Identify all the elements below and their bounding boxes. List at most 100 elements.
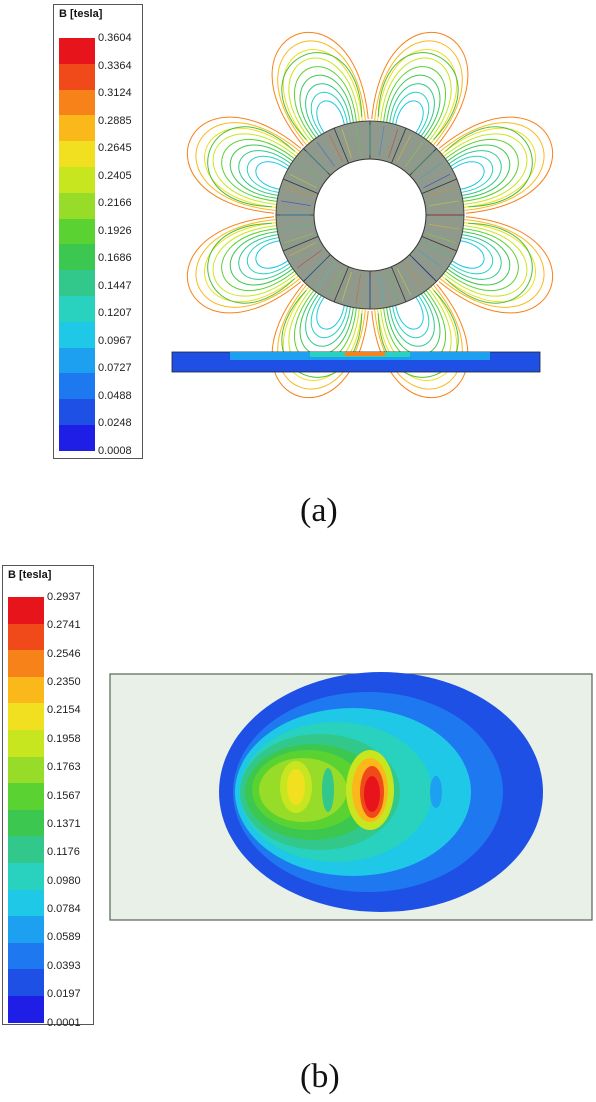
ring-field-line [281,224,311,230]
ring-field-line [426,186,456,197]
ring-field-line [429,200,459,206]
legend-swatch [8,889,44,917]
field-line [212,224,298,297]
ring-field-line [306,257,328,279]
legend-swatch [8,730,44,757]
legend-swatch [59,321,95,348]
legend-tick-label: 0.2741 [47,619,81,632]
field-line [282,286,363,381]
legend-tick-label: 0.0727 [98,362,132,375]
field-line [438,216,554,314]
field-line [195,219,301,308]
legend-tick-label: 0.1567 [47,789,81,802]
ring-field-line [306,151,328,173]
ring-field-line [284,233,314,244]
ring-field-line [388,271,399,301]
caption-b: (b) [300,1058,340,1095]
legend-tick-label: 0.2937 [47,591,81,603]
field-line [271,31,369,147]
field-line [444,144,511,200]
field-line [229,144,296,200]
legend-swatch [8,703,44,730]
ring-segment-line [421,178,457,194]
ring-segment-line [283,236,319,252]
field-line [255,161,292,191]
outer-field-line [377,52,459,140]
legend-swatch [59,244,95,271]
legend-swatch [8,650,44,677]
flux-density-contour-plot [109,672,593,921]
field-line [442,133,528,206]
field-line [186,116,302,214]
ring-field-line [296,249,322,269]
ring-field-line [328,268,344,296]
legend-swatch [8,916,44,943]
field-line [388,83,435,140]
legend-swatch [59,141,95,167]
ring-field-line [388,129,399,159]
legend-tick-label: 0.0008 [98,444,132,457]
legend-tick-label: 0.3124 [98,87,132,100]
field-line [377,286,458,381]
legend-swatch [59,399,95,425]
outer-field-line [281,52,363,140]
field-line [212,133,298,206]
field-line [305,83,352,140]
field-line [379,57,452,143]
field-line [294,66,358,142]
ring-field-line [316,141,336,167]
field-line [221,139,297,203]
ring-field-line [423,241,451,257]
field-line [282,49,363,144]
field-line [246,155,293,194]
outer-field-line [445,126,533,208]
legend-swatch [8,836,44,863]
field-line [443,139,519,203]
field-line [229,230,296,286]
field-line [385,74,441,141]
legend-swatch [8,783,44,810]
field-line [391,292,430,339]
legend-tick-label: 0.2166 [98,197,132,210]
ring-segment-line [333,266,349,302]
legend-swatch [59,296,95,322]
legend-swatch [59,270,95,296]
field-line [388,290,435,347]
legend-tick-label: 0.1926 [98,224,132,237]
field-line [441,222,536,303]
legend-tick-label: 0.1958 [47,732,81,745]
ring-field-line [328,134,344,162]
legend-swatch [59,38,95,64]
field-line [394,293,424,330]
field-line [444,230,511,286]
field-line [195,122,301,211]
ring-segment-line [391,128,407,164]
field-line [382,66,446,142]
legend-swatch [59,347,95,374]
ring-field-line [355,274,361,304]
legend-swatch [59,63,95,90]
field-line [439,122,545,211]
legend-swatch [8,969,44,996]
field-line [443,227,519,291]
ring-field-line [341,271,352,301]
field-line [447,155,494,194]
ring-field-line [404,141,424,167]
legend-tick-label: 0.2350 [47,676,81,689]
ring-field-line [289,241,317,257]
outer-field-line [281,290,363,378]
legend-tick-label: 0.1686 [98,252,132,265]
ring-field-line [429,224,459,230]
field-line [448,161,485,191]
legend-swatch [59,167,95,193]
legend-tick-label: 0.3604 [98,32,132,44]
field-line [305,290,352,347]
field-line [374,40,463,146]
legend-b: B [tesla] 0.2937 0.2741 0.2546 0.2350 0.2154… [2,565,94,1029]
field-line [310,91,349,138]
legend-swatch [59,425,95,451]
field-line [238,150,295,197]
ring-segment-line [421,236,457,252]
field-line [447,236,494,275]
legend-tick-label: 0.1207 [98,307,132,320]
